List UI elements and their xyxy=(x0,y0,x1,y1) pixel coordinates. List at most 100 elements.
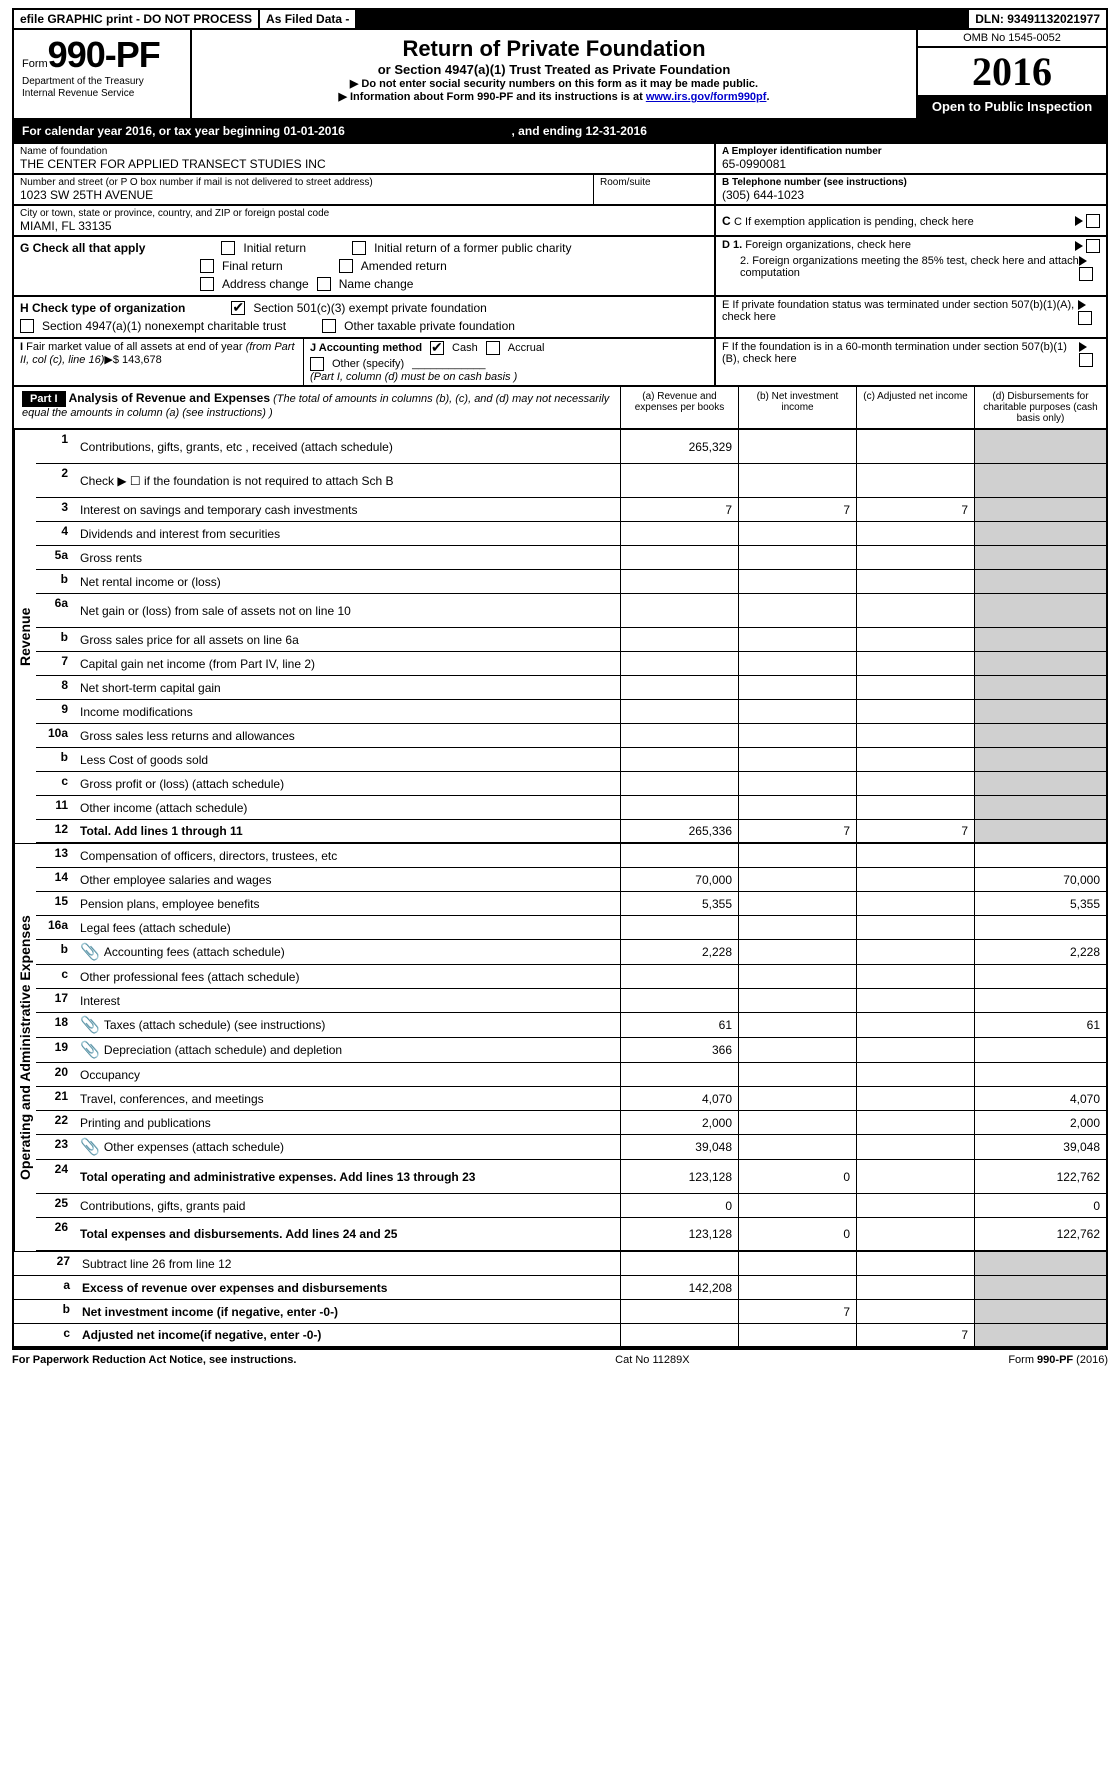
cell-d xyxy=(974,628,1106,651)
instr-1: ▶ Do not enter social security numbers o… xyxy=(198,77,910,90)
h-other-checkbox[interactable] xyxy=(322,319,336,333)
address-label: Number and street (or P O box number if … xyxy=(20,177,587,188)
e-checkbox[interactable] xyxy=(1078,311,1092,325)
cell-b: 7 xyxy=(738,820,856,842)
cell-a: 70,000 xyxy=(620,868,738,891)
d2-checkbox[interactable] xyxy=(1079,267,1093,281)
revenue-vertical-label: Revenue xyxy=(14,430,35,843)
cell-c xyxy=(856,1013,974,1037)
line-desc: Gross rents xyxy=(76,546,620,569)
cell-b xyxy=(738,546,856,569)
attachment-icon[interactable]: 📎 xyxy=(80,1137,100,1157)
line-desc: Compensation of officers, directors, tru… xyxy=(76,844,620,867)
cell-d: 5,355 xyxy=(974,892,1106,915)
line-no: b xyxy=(36,628,76,651)
form-label: Form xyxy=(22,58,48,70)
line-desc: Less Cost of goods sold xyxy=(76,748,620,771)
g-name-checkbox[interactable] xyxy=(317,277,331,291)
line-desc: Other professional fees (attach schedule… xyxy=(76,965,620,988)
line-desc: Total. Add lines 1 through 11 xyxy=(76,820,620,842)
line-no: 1 xyxy=(36,430,76,463)
arrow-icon xyxy=(1079,256,1087,266)
g-initial-label: Initial return xyxy=(243,241,306,255)
cell-d xyxy=(974,546,1106,569)
efile-print-label: efile GRAPHIC print - DO NOT PROCESS xyxy=(14,10,260,28)
g-address-checkbox[interactable] xyxy=(200,277,214,291)
ein-value: 65-0990081 xyxy=(722,157,1100,171)
cell-d xyxy=(974,1324,1106,1346)
omb-number: OMB No 1545-0052 xyxy=(918,30,1106,48)
attachment-icon[interactable]: 📎 xyxy=(80,1015,100,1035)
cell-b xyxy=(738,989,856,1012)
d1-checkbox[interactable] xyxy=(1086,239,1100,253)
g-amended-checkbox[interactable] xyxy=(339,259,353,273)
h-4947-checkbox[interactable] xyxy=(20,319,34,333)
cell-a: 39,048 xyxy=(620,1135,738,1159)
h-501c3-checkbox[interactable] xyxy=(231,301,245,315)
cell-d xyxy=(974,1276,1106,1299)
line-desc: Income modifications xyxy=(76,700,620,723)
line-desc: Travel, conferences, and meetings xyxy=(76,1087,620,1110)
line-desc: 📎Depreciation (attach schedule) and depl… xyxy=(76,1038,620,1062)
cell-b xyxy=(738,844,856,867)
tax-year: 2016 xyxy=(918,48,1106,95)
line-no: 22 xyxy=(36,1111,76,1134)
line-desc: Contributions, gifts, grants paid xyxy=(76,1194,620,1217)
j-accrual-checkbox[interactable] xyxy=(486,341,500,355)
line-no: 13 xyxy=(36,844,76,867)
line-no: 24 xyxy=(36,1160,76,1193)
h-other-label: Other taxable private foundation xyxy=(344,319,515,333)
line-desc: Pension plans, employee benefits xyxy=(76,892,620,915)
cell-d xyxy=(974,498,1106,521)
cell-c xyxy=(856,628,974,651)
phone-label: B Telephone number (see instructions) xyxy=(722,177,907,188)
f-label: F If the foundation is in a 60-month ter… xyxy=(722,341,1079,383)
line-no: 26 xyxy=(36,1218,76,1250)
cell-c xyxy=(856,1252,974,1275)
cell-c xyxy=(856,916,974,939)
line-desc: 📎Other expenses (attach schedule) xyxy=(76,1135,620,1159)
line-no: 27 xyxy=(38,1252,78,1275)
cell-b xyxy=(738,1276,856,1299)
col-b-header: (b) Net investment income xyxy=(738,387,856,428)
line-no: 9 xyxy=(36,700,76,723)
f-checkbox[interactable] xyxy=(1079,353,1093,367)
line-desc: Printing and publications xyxy=(76,1111,620,1134)
cell-a xyxy=(620,1324,738,1346)
g-initial-former-checkbox[interactable] xyxy=(352,241,366,255)
instr-2: ▶ Information about Form 990-PF and its … xyxy=(198,90,910,103)
line-desc: Contributions, gifts, grants, etc , rece… xyxy=(76,430,620,463)
cell-b xyxy=(738,1135,856,1159)
attachment-icon[interactable]: 📎 xyxy=(80,1040,100,1060)
line-no: 16a xyxy=(36,916,76,939)
attachment-icon[interactable]: 📎 xyxy=(80,942,100,962)
g-label: G Check all that apply xyxy=(20,241,145,255)
j-note: (Part I, column (d) must be on cash basi… xyxy=(310,371,517,383)
c-checkbox[interactable] xyxy=(1086,214,1100,228)
line-desc: Total operating and administrative expen… xyxy=(76,1160,620,1193)
line-no: b xyxy=(36,940,76,964)
g-initial-checkbox[interactable] xyxy=(221,241,235,255)
cell-a xyxy=(620,1063,738,1086)
e-label: E If private foundation status was termi… xyxy=(722,299,1078,335)
cell-b xyxy=(738,628,856,651)
irs-link[interactable]: www.irs.gov/form990pf xyxy=(646,91,767,103)
cell-c xyxy=(856,1218,974,1250)
j-other-checkbox[interactable] xyxy=(310,357,324,371)
cell-b xyxy=(738,522,856,545)
cell-d xyxy=(974,796,1106,819)
j-cash-checkbox[interactable] xyxy=(430,341,444,355)
city-label: City or town, state or province, country… xyxy=(20,208,708,219)
col-a-header: (a) Revenue and expenses per books xyxy=(620,387,738,428)
cell-d xyxy=(974,700,1106,723)
cell-d xyxy=(974,1252,1106,1275)
line-no: 17 xyxy=(36,989,76,1012)
g-final-checkbox[interactable] xyxy=(200,259,214,273)
cell-a xyxy=(620,594,738,627)
cell-a xyxy=(620,546,738,569)
cell-c xyxy=(856,1276,974,1299)
cell-a xyxy=(620,1252,738,1275)
g-amended-label: Amended return xyxy=(361,259,447,273)
arrow-icon xyxy=(1078,300,1086,310)
cell-c xyxy=(856,892,974,915)
